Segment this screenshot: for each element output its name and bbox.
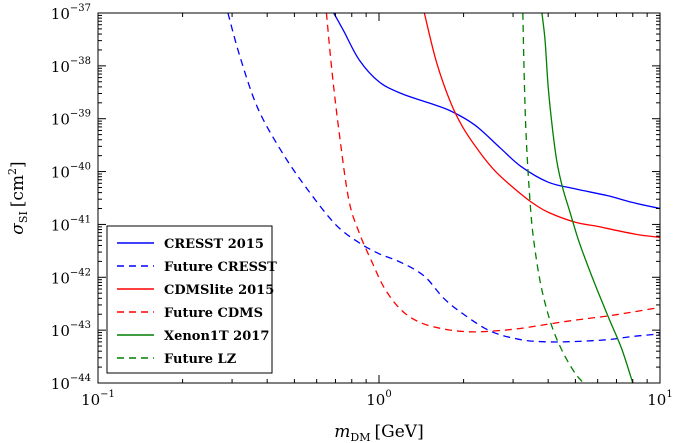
legend: CRESST 2015 Future CRESST CDMSlite 2015 Fut… bbox=[106, 225, 277, 374]
ticks-layer bbox=[97, 12, 661, 384]
y-tick-label: 10−37 bbox=[51, 3, 91, 23]
series-line-5 bbox=[522, 13, 585, 383]
series-line-2 bbox=[423, 13, 660, 238]
tick-labels-layer: 10−1 100 101 10−44 10−43 10−42 10−41 10−40 10−39… bbox=[51, 3, 673, 409]
y-tick-label: 10−43 bbox=[51, 320, 91, 340]
x-tick-label: 10−1 bbox=[81, 389, 115, 409]
y-tick-label: 10−38 bbox=[51, 56, 91, 76]
y-tick-label: 10−44 bbox=[51, 373, 91, 393]
y-tick-label: 10−42 bbox=[51, 267, 91, 287]
legend-label-2: CDMSlite 2015 bbox=[164, 283, 274, 298]
y-tick-label: 10−40 bbox=[51, 162, 91, 182]
legend-label-3: Future CDMS bbox=[164, 306, 263, 321]
x-axis-label: mDM [GeV] bbox=[334, 422, 423, 443]
legend-label-1: Future CRESST bbox=[164, 260, 277, 275]
series-line-4 bbox=[541, 13, 634, 383]
legend-items: CRESST 2015 Future CRESST CDMSlite 2015 Fut… bbox=[117, 237, 277, 367]
legend-box bbox=[106, 225, 273, 374]
x-tick-label: 101 bbox=[647, 389, 672, 409]
series-layer bbox=[227, 13, 660, 383]
series-line-0 bbox=[333, 13, 660, 210]
legend-label-0: CRESST 2015 bbox=[164, 237, 264, 252]
y-axis-label: σSI[cm2] bbox=[6, 161, 30, 234]
series-line-1 bbox=[227, 13, 660, 343]
y-tick-label: 10−41 bbox=[51, 214, 91, 234]
y-tick-label: 10−39 bbox=[51, 109, 91, 129]
series-line-3 bbox=[325, 13, 660, 333]
legend-label-4: Xenon1T 2017 bbox=[164, 329, 269, 344]
legend-label-5: Future LZ bbox=[164, 352, 237, 367]
x-tick-label: 100 bbox=[366, 389, 391, 409]
